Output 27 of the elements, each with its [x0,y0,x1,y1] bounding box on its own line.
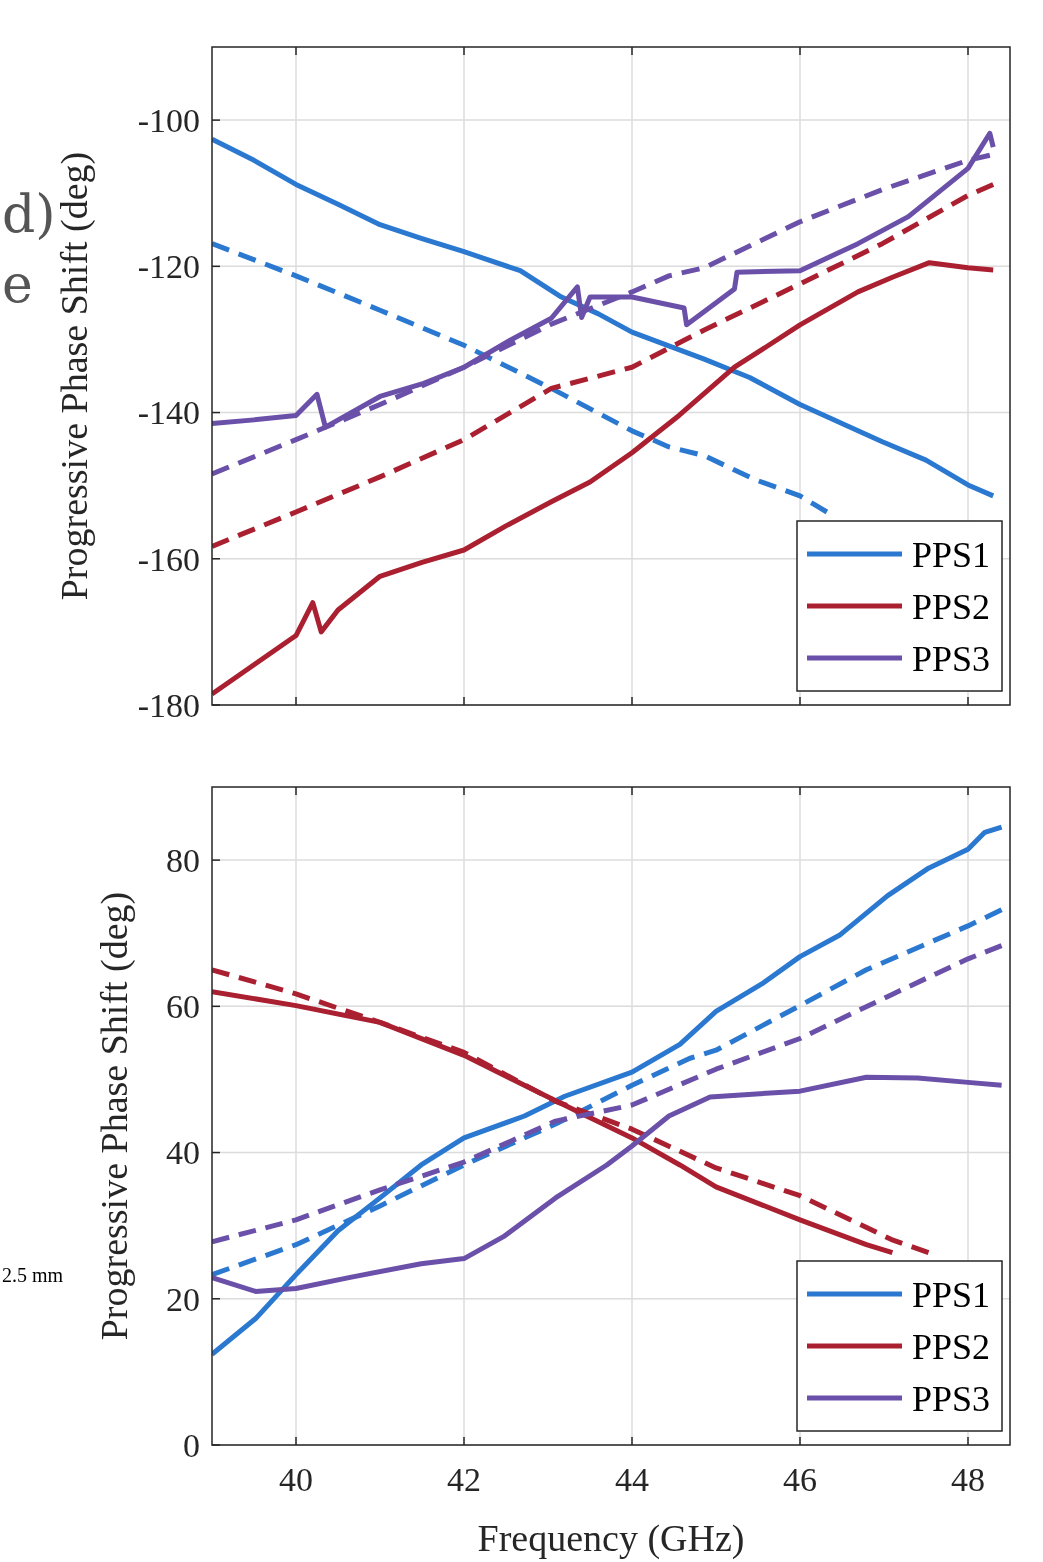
x-tick-label: 44 [615,1461,649,1498]
y-axis-title: Progressive Phase Shift (deg) [53,151,96,601]
x-tick-label: 42 [447,1461,481,1498]
legend-label: PPS1 [912,1274,991,1315]
x-tick-label: 46 [783,1461,817,1498]
y-tick-label: -140 [137,394,200,432]
y-tick-label: -120 [137,248,200,286]
x-axis-title: Frequency (GHz) [477,1517,745,1560]
y-tick-label: 80 [166,842,200,880]
y-tick-label: 40 [166,1134,200,1172]
legend-label: PPS2 [912,586,991,627]
legend-label: PPS1 [912,534,991,575]
legend-label: PPS3 [912,638,991,679]
y-tick-label: -100 [137,102,200,140]
y-axis-title: Progressive Phase Shift (deg) [93,891,136,1341]
text: 2.5 mm [2,1264,64,1286]
y-tick-label: 20 [166,1280,200,1318]
text: e [2,254,33,314]
legend-label: PPS2 [912,1326,991,1367]
y-tick-label: 60 [166,988,200,1026]
y-tick-label: 0 [183,1426,200,1464]
x-tick-label: 48 [951,1461,985,1498]
x-tick-label: 40 [279,1461,313,1498]
y-tick-label: -180 [137,686,200,724]
legend-label: PPS3 [912,1378,991,1419]
text: d) [2,184,56,244]
y-tick-label: -160 [137,540,200,578]
